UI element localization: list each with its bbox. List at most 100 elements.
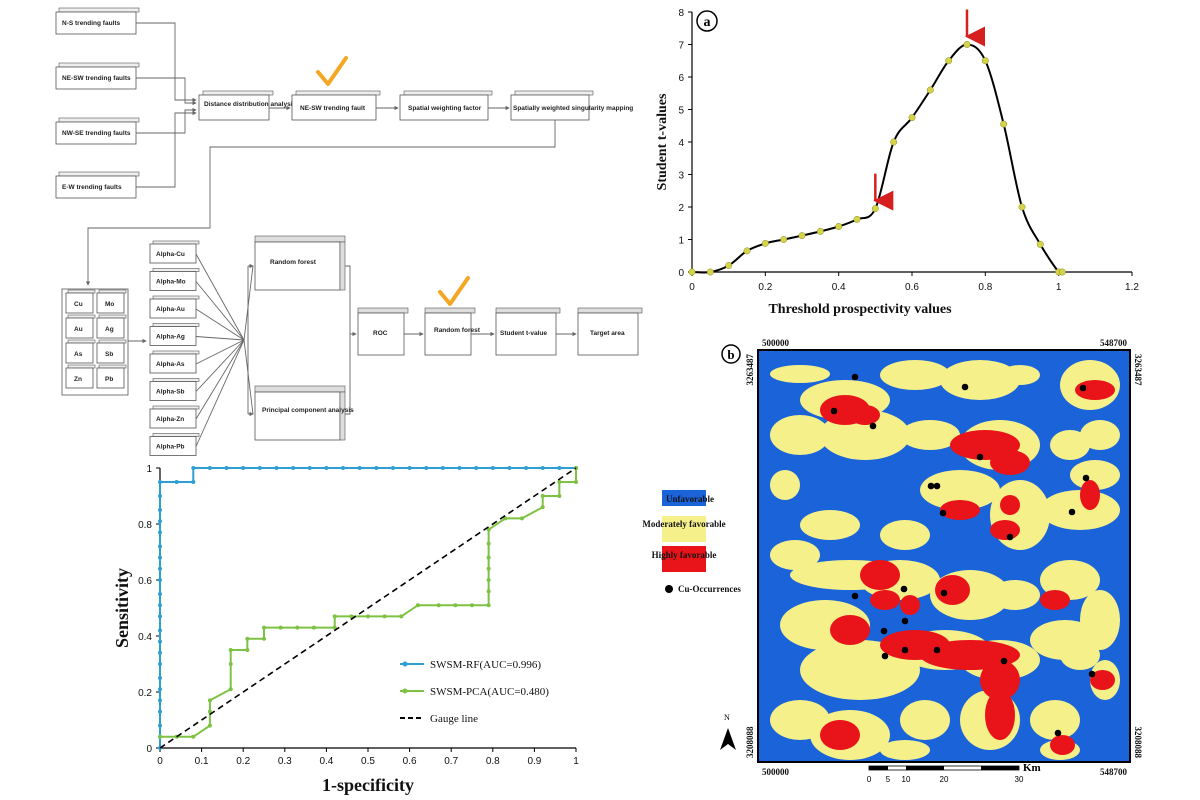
alpha-box (149, 243, 197, 264)
chart-a-xtick: 0.8 (978, 282, 992, 293)
chart-a-xtick: 1 (1056, 282, 1062, 293)
alpha-box (149, 298, 197, 319)
swsm-label: Spatially weighted singularity mapping (513, 105, 633, 112)
map-zones (770, 360, 1120, 760)
roc-point (507, 466, 512, 470)
element-label: Ag (105, 326, 114, 333)
roc-point (228, 648, 233, 652)
chart-a-ytick: 1 (678, 236, 684, 247)
roc-xtick: 0.6 (403, 756, 417, 767)
chart-a-ytick: 3 (678, 171, 684, 182)
box-roc: ROC (357, 307, 409, 356)
roc-label: ROC (373, 330, 388, 337)
chart-roc: 0 0.1 0.2 0.3 0.4 0.5 0.6 0.7 0.8 0.9 1 0 0.2 0.4 0.6 0… (112, 464, 579, 795)
coord-right-top: 3263487 (1133, 354, 1143, 386)
roc-xlabel: 1-specificity (322, 775, 414, 795)
element-label: Sb (105, 351, 113, 358)
roc-point (415, 603, 420, 608)
roc-point (540, 494, 545, 498)
roc-xtick: 0.9 (527, 756, 541, 767)
chart-a-point (816, 227, 824, 235)
panel-b-badge (721, 344, 741, 364)
roc-point (158, 734, 162, 739)
roc-point (457, 466, 462, 470)
check-icon (316, 56, 348, 86)
north-arrow-icon (720, 728, 736, 750)
fault-box-nesw: NE-SW trending faults (55, 62, 140, 90)
roc-point (158, 676, 162, 680)
alpha-label: Alpha-As (156, 361, 185, 368)
roc-xtick: 0.7 (444, 756, 458, 767)
legend-moderate: Moderately favorable (642, 519, 725, 529)
element-cell (96, 292, 125, 314)
cu-occurrence-point (1079, 384, 1087, 392)
box-swsm: Spatially weighted singularity mapping (510, 90, 633, 121)
roc-point (224, 466, 229, 470)
roc-point (158, 544, 162, 549)
roc-series-line (159, 467, 577, 749)
alpha-label: Alpha-Mo (156, 279, 186, 286)
cu-occurrence-point (1054, 729, 1062, 737)
box-student: Student t-value (495, 307, 561, 356)
roc-point (158, 628, 162, 633)
roc-point (158, 530, 162, 535)
roc-point (158, 480, 162, 484)
alpha-box (149, 271, 197, 291)
element-grid: Cu Mo Au Ag As Sb Zn Pb (61, 288, 129, 396)
coord-top-right: 548700 (1100, 338, 1128, 348)
box-random-forest-final: Random forest (424, 307, 481, 356)
chart-a-ytick: 4 (678, 138, 684, 149)
roc-point (262, 625, 266, 630)
cu-occurrence-point (939, 509, 947, 517)
rf-method-label: Random forest (270, 259, 317, 266)
roc-point (349, 614, 354, 619)
cu-occurrence-point (1068, 508, 1076, 516)
element-label: Cu (74, 301, 83, 308)
roc-point (207, 466, 212, 470)
legend-occurrence: Cu-Occurrences (678, 584, 741, 594)
chart-a-point (1036, 240, 1044, 248)
roc-point (524, 466, 529, 470)
box-spatial-weight: Spatial weighting factor (399, 90, 493, 121)
chart-a-point (890, 138, 898, 146)
roc-point (191, 466, 196, 470)
cu-occurrence-point (901, 646, 909, 654)
cu-occurrence-point (1082, 474, 1090, 482)
roc-point (374, 466, 379, 470)
roc-point (274, 466, 279, 470)
map-legend: Unfavorable Moderately favorable Highly … (642, 490, 741, 594)
chart-a-xtick: 0.6 (905, 282, 919, 293)
chart-a-series-line (691, 43, 1064, 276)
element-label: Mo (105, 301, 114, 308)
cu-occurrence-point (1088, 670, 1096, 678)
roc-point (158, 555, 162, 560)
coord-top-left: 500000 (762, 338, 790, 348)
roc-point (486, 555, 491, 560)
cu-occurrence-point (880, 627, 888, 635)
student-label: Student t-value (500, 330, 547, 337)
box-pca-method: Principal component analysis (254, 385, 354, 441)
legend-marker (402, 688, 408, 694)
roc-point (158, 614, 162, 619)
legend-high: Highly favorable (652, 550, 717, 560)
roc-point (574, 480, 578, 484)
roc-ytick: 0.8 (138, 520, 152, 531)
legend-label: Gauge line (430, 713, 478, 725)
coord-left-bottom: 3208088 (745, 726, 755, 758)
alpha-label: Alpha-Pb (156, 444, 185, 451)
roc-point (424, 466, 429, 470)
chart-a-point (871, 205, 879, 213)
coord-left-top: 3263487 (745, 354, 755, 386)
roc-point (540, 505, 545, 510)
roc-point (291, 466, 296, 470)
roc-point (158, 592, 162, 596)
spatial-weight-label: Spatial weighting factor (408, 105, 482, 112)
roc-point (207, 698, 212, 703)
element-cell (65, 317, 94, 339)
chart-a-point (926, 86, 934, 94)
cu-occurrence-point (851, 592, 859, 600)
target-label: Target area (590, 330, 625, 337)
roc-point (278, 625, 283, 630)
chart-a: 0 0.2 0.4 0.6 0.8 1 1.2 0 1 2 3 4 5 6 7 8 Threshold pro… (655, 8, 1139, 317)
